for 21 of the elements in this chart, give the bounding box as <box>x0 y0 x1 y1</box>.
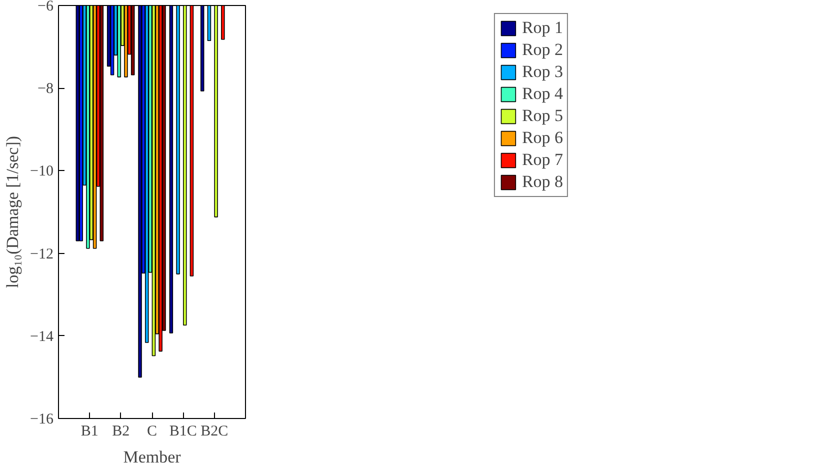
y-axis-title: log₁₀(Damage [1/sec]) <box>3 136 22 288</box>
legend-label: Rop 5 <box>522 106 564 126</box>
x-tick-label: B2C <box>200 424 228 440</box>
legend-label: Rop 6 <box>522 128 564 148</box>
y-tick-label: −8 <box>38 81 54 98</box>
y-tick-label: −10 <box>30 164 54 180</box>
x-tick-label: B1C <box>169 424 197 440</box>
legend-label: Rop 4 <box>522 84 564 104</box>
legend-label: Rop 2 <box>522 40 564 60</box>
y-tick-label: −12 <box>30 246 54 262</box>
legend-label: Rop 1 <box>522 18 564 38</box>
legend-label: Rop 8 <box>522 172 564 192</box>
x-tick-label: B2 <box>112 424 130 440</box>
legend-label: Rop 7 <box>522 150 564 170</box>
y-tick-label: −16 <box>30 412 54 428</box>
y-tick-label: −6 <box>38 0 54 14</box>
x-tick-label: C <box>147 424 158 440</box>
x-axis-title: Member <box>123 448 182 466</box>
y-tick-label: −14 <box>30 328 54 345</box>
legend-label: Rop 3 <box>522 62 564 82</box>
x-tick-label: B1 <box>80 424 98 440</box>
